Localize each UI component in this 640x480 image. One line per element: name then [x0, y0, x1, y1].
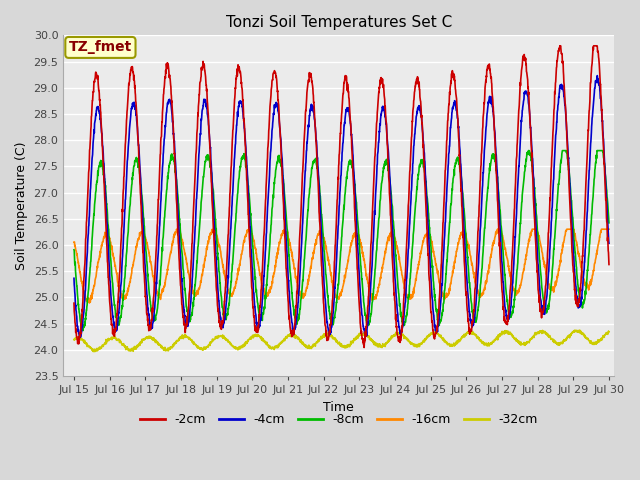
-16cm: [558, 247, 566, 252]
-4cm: [497, 242, 505, 248]
-16cm: [497, 228, 505, 234]
-4cm: [573, 293, 580, 299]
-2cm: [497, 269, 505, 275]
-2cm: [220, 319, 227, 324]
-16cm: [173, 227, 180, 232]
-2cm: [357, 325, 365, 331]
-16cm: [369, 294, 377, 300]
-2cm: [558, 52, 566, 58]
-8cm: [605, 220, 613, 226]
-4cm: [558, 83, 566, 89]
-16cm: [605, 227, 613, 232]
-2cm: [556, 43, 564, 48]
Line: -32cm: -32cm: [74, 330, 609, 352]
-32cm: [573, 328, 581, 334]
-4cm: [593, 73, 601, 79]
Line: -8cm: -8cm: [74, 151, 609, 331]
Legend: -2cm, -4cm, -8cm, -16cm, -32cm: -2cm, -4cm, -8cm, -16cm, -32cm: [134, 408, 543, 431]
-2cm: [70, 300, 78, 306]
-32cm: [497, 332, 505, 337]
-8cm: [79, 328, 87, 334]
-32cm: [91, 349, 99, 355]
-16cm: [86, 300, 93, 306]
-32cm: [70, 337, 78, 343]
-2cm: [573, 300, 581, 306]
-8cm: [70, 247, 78, 252]
-4cm: [220, 322, 227, 327]
-32cm: [571, 327, 579, 333]
X-axis label: Time: Time: [323, 400, 354, 413]
-32cm: [220, 334, 227, 340]
-32cm: [369, 339, 376, 345]
Line: -16cm: -16cm: [74, 229, 609, 303]
-2cm: [605, 262, 613, 267]
-4cm: [369, 249, 376, 255]
-16cm: [220, 270, 227, 276]
-32cm: [605, 329, 613, 335]
-32cm: [558, 340, 566, 346]
-4cm: [70, 276, 78, 281]
Line: -4cm: -4cm: [74, 76, 609, 337]
-8cm: [220, 312, 227, 318]
-8cm: [558, 149, 566, 155]
Title: Tonzi Soil Temperatures Set C: Tonzi Soil Temperatures Set C: [226, 15, 452, 30]
-4cm: [605, 240, 613, 246]
-2cm: [360, 345, 368, 350]
-8cm: [497, 223, 505, 228]
-2cm: [369, 206, 376, 212]
Line: -2cm: -2cm: [74, 46, 609, 348]
-16cm: [573, 242, 581, 248]
-32cm: [357, 331, 365, 337]
-16cm: [70, 239, 78, 245]
-4cm: [76, 335, 83, 340]
-8cm: [357, 263, 365, 269]
-4cm: [357, 298, 365, 304]
Text: TZ_fmet: TZ_fmet: [69, 40, 132, 54]
-8cm: [369, 298, 376, 304]
Y-axis label: Soil Temperature (C): Soil Temperature (C): [15, 142, 28, 270]
-16cm: [357, 240, 365, 246]
-8cm: [525, 148, 532, 154]
-8cm: [573, 273, 581, 278]
